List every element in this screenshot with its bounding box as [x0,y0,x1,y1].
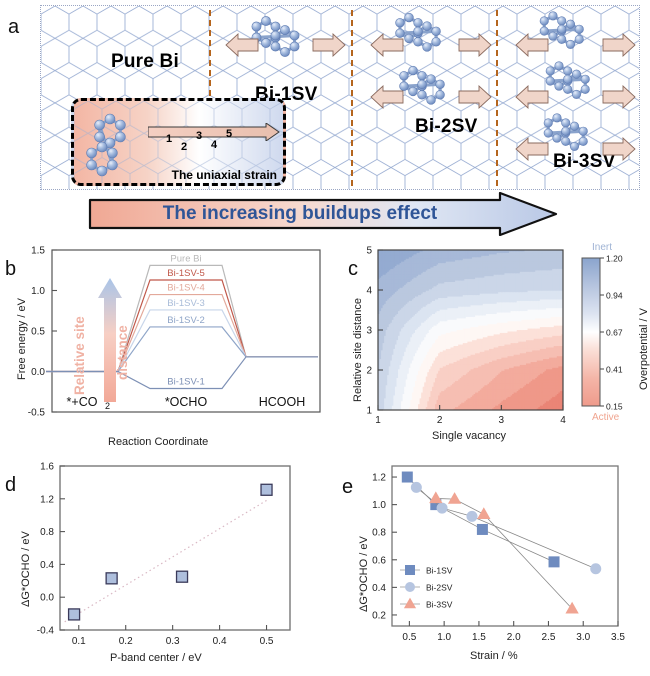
svg-text:Bi-1SV-5: Bi-1SV-5 [167,268,205,279]
label-bi-3sv: Bi-3SV [553,151,615,173]
svg-text:-0.5: -0.5 [28,408,46,419]
svg-text:2: 2 [105,401,110,411]
panel-b-ylabel: Free energy / eV [16,298,28,380]
inset-number-2: 2 [181,141,187,153]
svg-text:0.0: 0.0 [31,367,45,378]
panel-c-letter: c [348,258,358,281]
svg-text:1.0: 1.0 [31,286,45,297]
free-energy-diagram: -0.5 0.0 0.5 1.0 1.5 Pure Bi Bi-1SV-5 Bi-1SV-4 B… [0,240,330,455]
uniaxial-strain-inset: 1 2 3 4 5 The uniaxial strain [71,98,286,186]
panel-e-xlabel: Strain / % [470,650,518,662]
colorbar-active-label: Active [592,412,619,423]
svg-text:Bi-1SV-3: Bi-1SV-3 [167,298,205,309]
region-divider-3 [496,10,498,186]
panel-d-xlabel: P-band center / eV [110,652,202,664]
svg-text:Bi-1SV-4: Bi-1SV-4 [167,283,205,294]
panel-a-letter: a [8,16,19,39]
buildups-effect-banner-arrow [88,192,558,236]
svg-text:1.5: 1.5 [31,246,45,257]
label-bi-2sv: Bi-2SV [415,116,477,138]
panel-a: a [0,0,650,240]
panel-b-letter: b [5,258,16,281]
svg-text:0.5: 0.5 [31,327,45,338]
inset-number-5: 5 [226,128,232,140]
panel-c-ylabel: Relative site distance [352,298,364,402]
svg-text:*OCHO: *OCHO [165,395,208,409]
panel-b-xlabel: Reaction Coordinate [108,436,208,448]
panel-d-letter: d [5,474,16,497]
svg-text:Bi-1SV-1: Bi-1SV-1 [167,377,205,388]
panel-e-ylabel: ΔG*OCHO / eV [358,536,370,612]
colorbar-title: Overpotential / V [638,308,650,390]
svg-text:distance: distance [115,325,130,380]
region-divider-2 [351,10,353,186]
panel-e-letter: e [342,476,353,499]
inset-number-4: 4 [211,139,217,151]
colorbar-inert-label: Inert [592,242,612,253]
svg-text:Relative site: Relative site [72,316,87,395]
svg-text:Bi-1SV-2: Bi-1SV-2 [167,315,205,326]
panel-a-schematic-frame: Pure Bi Bi-1SV Bi-2SV Bi-3SV 1 2 3 4 5 T… [40,5,640,190]
label-pure-bi: Pure Bi [111,51,179,73]
panel-d-ylabel: ΔG*OCHO / eV [20,531,32,607]
inset-number-1: 1 [166,133,172,145]
inset-caption: The uniaxial strain [172,168,277,182]
svg-text:Pure Bi: Pure Bi [170,253,201,264]
svg-text:HCOOH: HCOOH [259,395,306,409]
svg-text:*+CO: *+CO [67,395,98,409]
inset-number-3: 3 [196,130,202,142]
panel-c-xlabel: Single vacancy [432,430,506,442]
panel-b: b -0.5 0.0 0.5 1.0 1.5 Pure Bi Bi-1SV-5 Bi-1SV-… [0,240,330,455]
inset-bi-cluster [76,107,156,186]
